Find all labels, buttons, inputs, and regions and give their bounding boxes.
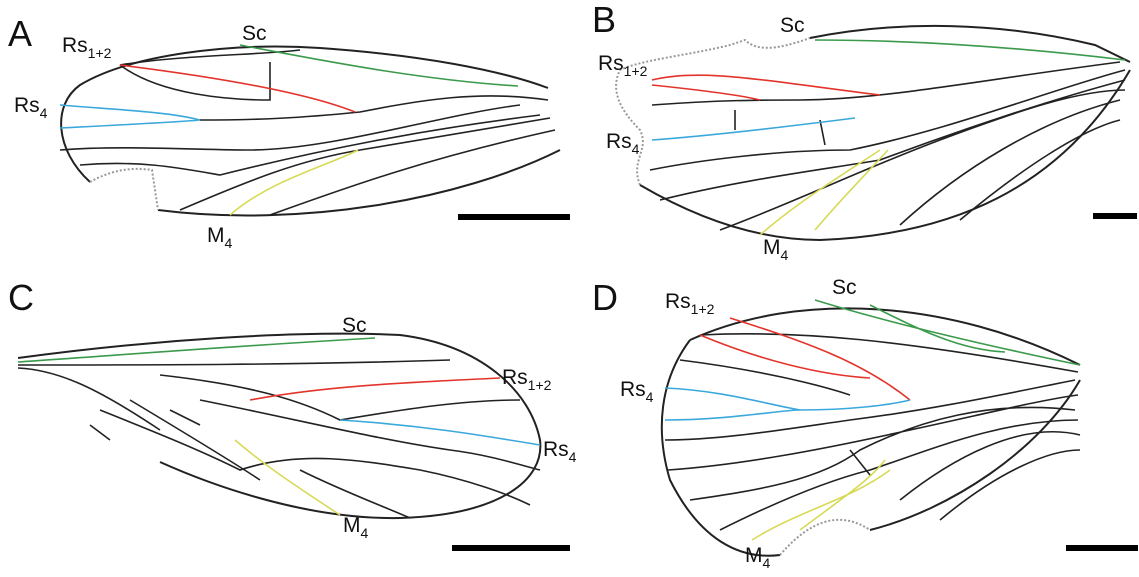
vein-label-part: Sc xyxy=(832,276,857,299)
vein-label: Sc xyxy=(242,22,267,45)
panel-label: A xyxy=(8,13,32,54)
vein-label-part: Sc xyxy=(342,314,367,337)
wing-vein xyxy=(18,360,540,518)
wing-vein xyxy=(640,70,1130,240)
wing-vein xyxy=(616,38,810,185)
vein-label-part: 4 xyxy=(361,525,369,541)
figure: A Rs1+2 Sc Rs4 M4 B Sc Rs1+2 Rs4 M4 C Sc… xyxy=(0,0,1139,577)
wing-vein xyxy=(760,150,888,235)
vein-label-part: Rs xyxy=(14,94,40,117)
vein-label-part: 1+2 xyxy=(528,377,552,393)
wing-vein xyxy=(60,50,555,215)
wing-vein xyxy=(815,40,1125,60)
vein-label-part: Rs xyxy=(665,290,691,313)
vein-label-part: M xyxy=(763,236,781,259)
vein-label: Rs1+2 xyxy=(598,52,648,79)
vein-label-part: Sc xyxy=(780,14,805,37)
panel-a: A Rs1+2 Sc Rs4 M4 xyxy=(8,13,570,251)
vein-label-part: 1+2 xyxy=(88,45,112,61)
wing-vein xyxy=(815,300,1080,365)
wing-vein xyxy=(120,65,355,112)
scale-bar xyxy=(1066,545,1138,551)
vein-label-part: 4 xyxy=(569,449,577,465)
wing-vein xyxy=(780,520,870,555)
vein-label-part: M xyxy=(343,514,361,537)
scale-bar xyxy=(452,545,570,551)
panel-label: C xyxy=(8,277,34,318)
vein-label: Rs1+2 xyxy=(502,366,552,393)
panel-b: B Sc Rs1+2 Rs4 M4 xyxy=(592,0,1137,263)
vein-label-part: 4 xyxy=(763,555,771,571)
wing-vein xyxy=(250,378,500,400)
vein-label-part: 1+2 xyxy=(624,63,648,79)
wing-vein xyxy=(652,118,855,140)
wing-vein xyxy=(665,388,910,420)
vein-label-part: Rs xyxy=(62,34,88,57)
wing-vein xyxy=(665,334,1080,530)
vein-label-part: M xyxy=(745,544,763,567)
vein-label: Rs4 xyxy=(14,94,48,121)
wing-vein xyxy=(18,334,540,518)
vein-label: Rs4 xyxy=(606,130,640,157)
vein-label-part: M xyxy=(207,224,225,247)
vein-label-part: 4 xyxy=(646,389,654,405)
wing-vein xyxy=(18,338,375,362)
wing-vein xyxy=(700,318,910,400)
wing-vein xyxy=(60,105,200,128)
vein-label: Sc xyxy=(342,314,367,337)
vein-label: M4 xyxy=(207,224,233,251)
vein-label-part: Sc xyxy=(242,22,267,45)
vein-label-part: Rs xyxy=(543,438,569,461)
vein-label: Sc xyxy=(780,14,805,37)
wing-vein xyxy=(650,62,1125,230)
vein-label: Rs4 xyxy=(543,438,577,465)
vein-label-part: 1+2 xyxy=(691,301,715,317)
vein-label: M4 xyxy=(763,236,789,263)
wing-vein xyxy=(652,75,880,100)
vein-label: M4 xyxy=(745,544,771,571)
panel-d: D Rs1+2 Sc Rs4 M4 xyxy=(592,276,1138,571)
vein-label-part: 4 xyxy=(632,141,640,157)
vein-label: Rs1+2 xyxy=(62,34,112,61)
wing-vein xyxy=(235,440,340,515)
vein-label-part: Rs xyxy=(598,52,624,75)
vein-label-part: 4 xyxy=(40,105,48,121)
panel-c: C Sc Rs1+2 Rs4 M4 xyxy=(8,277,577,551)
vein-label: Sc xyxy=(832,276,857,299)
wing-vein xyxy=(230,150,358,215)
wing-vein xyxy=(90,169,158,210)
scale-bar xyxy=(458,214,570,220)
vein-label-part: 4 xyxy=(225,235,233,251)
scale-bar xyxy=(1093,213,1137,219)
wing-vein xyxy=(340,420,540,445)
wing-vein xyxy=(810,26,1130,62)
panel-label: B xyxy=(592,0,616,40)
vein-label: Rs1+2 xyxy=(665,290,715,317)
panel-label: D xyxy=(592,277,618,318)
vein-label-part: Rs xyxy=(620,378,646,401)
wing-vein xyxy=(690,308,1080,365)
vein-label-part: Rs xyxy=(606,130,632,153)
vein-label-part: Rs xyxy=(502,366,528,389)
wing-vein xyxy=(158,150,560,215)
vein-label-part: 4 xyxy=(781,247,789,263)
vein-label: Rs4 xyxy=(620,378,654,405)
